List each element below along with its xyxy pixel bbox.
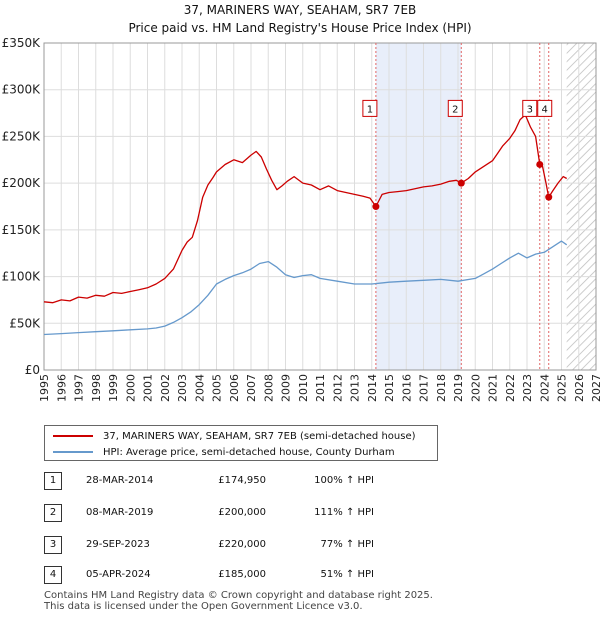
sale-hpi-change: 100% ↑ HPI [314,475,374,486]
x-tick-label: 2007 [245,374,258,402]
x-tick-label: 2019 [452,374,465,402]
x-tick-label: 2003 [176,374,189,402]
x-tick-label: 2025 [556,374,569,402]
shaded-period [375,43,462,370]
sale-hpi-change: 51% ↑ HPI [320,569,374,580]
x-tick-label: 2018 [435,374,448,402]
footer-copyright: Contains HM Land Registry data © Crown c… [44,590,433,601]
chart-title-line2: Price paid vs. HM Land Registry's House … [128,21,472,35]
sale-label-number: 3 [527,104,533,115]
x-tick-label: 2022 [504,374,517,402]
y-tick-label: £200K [2,176,42,190]
y-tick-label: £100K [2,270,42,284]
x-tick-label: 2013 [349,374,362,402]
x-tick-label: 1997 [73,374,86,402]
table-row: 4 05-APR-2024 £185,000 51% ↑ HPI [44,566,424,586]
sale-date: 08-MAR-2019 [86,507,154,518]
x-tick-label: 1995 [38,374,51,402]
sale-price: £174,950 [218,475,266,486]
x-tick-label: 1998 [90,374,103,402]
x-tick-label: 2017 [418,374,431,402]
x-tick-label: 2001 [142,374,155,402]
sale-label-number: 2 [452,104,458,115]
y-tick-label: £150K [2,223,42,237]
property-price-line [43,114,568,304]
x-tick-label: 1999 [107,374,120,402]
table-row: 2 08-MAR-2019 £200,000 111% ↑ HPI [44,504,424,524]
legend-item-property: 37, MARINERS WAY, SEAHAM, SR7 7EB (semi-… [53,428,416,444]
table-row: 1 28-MAR-2014 £174,950 100% ↑ HPI [44,472,424,492]
x-tick-label: 2020 [469,374,482,402]
x-tick-label: 2012 [331,374,344,402]
x-tick-label: 2006 [228,374,241,402]
x-tick-label: 2027 [590,374,600,402]
x-tick-label: 2000 [124,374,137,402]
chart-title: 37, MARINERS WAY, SEAHAM, SR7 7EB Price … [0,0,600,37]
sale-number-badge: 2 [44,504,62,522]
sale-date: 29-SEP-2023 [86,539,150,550]
sale-number-badge: 4 [44,566,62,584]
x-tick-label: 2024 [538,374,551,402]
forecast-hatched-region [566,43,596,370]
x-tick-label: 2026 [573,374,586,402]
sale-label-number: 1 [367,104,373,115]
x-tick-label: 2016 [400,374,413,402]
x-tick-label: 2021 [487,374,500,402]
x-tick-label: 2009 [280,374,293,402]
sale-point [457,179,465,187]
y-tick-label: £0 [25,363,40,377]
legend: 37, MARINERS WAY, SEAHAM, SR7 7EB (semi-… [44,425,438,461]
x-tick-label: 2023 [521,374,534,402]
y-tick-label: £50K [9,316,41,330]
y-tick-label: £300K [2,83,42,97]
sale-price: £185,000 [218,569,266,580]
x-tick-label: 2011 [314,374,327,402]
sale-date: 05-APR-2024 [86,569,151,580]
sale-hpi-change: 77% ↑ HPI [320,539,374,550]
legend-label-hpi: HPI: Average price, semi-detached house,… [103,446,395,458]
sale-date: 28-MAR-2014 [86,475,154,486]
sale-label-box [537,99,553,117]
sale-price: £220,000 [218,539,266,550]
table-row: 3 29-SEP-2023 £220,000 77% ↑ HPI [44,536,424,556]
plot-frame [43,42,597,371]
footer: Contains HM Land Registry data © Crown c… [44,590,433,612]
x-tick-label: 2005 [211,374,224,402]
price-chart: £0 £50K £100K £150K £200K £250K £300K £350K 1995… [2,36,600,402]
legend-swatch-hpi [53,451,93,453]
legend-label-property: 37, MARINERS WAY, SEAHAM, SR7 7EB (semi-… [103,430,416,442]
sale-point [536,160,544,168]
y-tick-label: £250K [2,129,42,143]
sale-price: £200,000 [218,507,266,518]
x-tick-label: 2015 [383,374,396,402]
footer-licence: This data is licensed under the Open Gov… [44,601,363,612]
chart-title-line1: 37, MARINERS WAY, SEAHAM, SR7 7EB [183,3,417,17]
sale-number-badge: 1 [44,472,62,490]
sale-label-box [522,99,538,117]
x-tick-label: 2014 [366,374,379,402]
sale-label-box [447,99,463,117]
sale-number-badge: 3 [44,536,62,554]
sale-label-number: 4 [542,104,548,115]
sale-point [372,203,380,211]
x-tick-label: 2004 [193,374,206,402]
sale-hpi-change: 111% ↑ HPI [314,507,374,518]
legend-swatch-property [53,435,93,437]
x-tick-label: 2010 [297,374,310,402]
hpi-line [43,240,568,336]
legend-item-hpi: HPI: Average price, semi-detached house,… [53,444,395,460]
x-tick-label: 2008 [262,374,275,402]
x-tick-label: 2002 [159,374,172,402]
sale-label-box [362,99,378,117]
sale-point [545,193,553,201]
x-tick-label: 1996 [55,374,68,402]
y-tick-label: £350K [2,36,42,50]
